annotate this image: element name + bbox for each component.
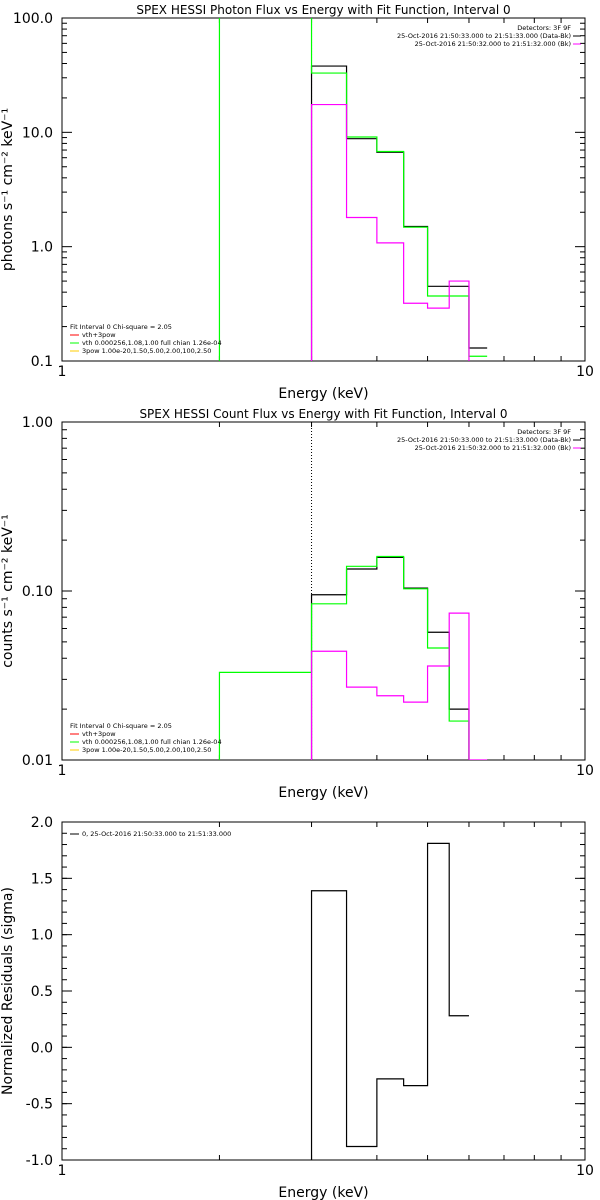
y-tick-label: 0.0 [31,1040,53,1056]
chart-title: SPEX HESSI Count Flux vs Energy with Fit… [139,407,507,421]
legend-entry: 0, 25-Oct-2016 21:50:33.000 to 21:51:33.… [82,830,231,838]
chart-panel-2: 1 10 0.01 0.10 1.00 SPEX HESSI Count Flux vs … [0,407,594,801]
x-axis-title: Energy (keV) [278,785,368,801]
legend-entry: 25-Oct-2016 21:50:33.000 to 21:51:33.000… [397,32,571,40]
legend-entry: vth 0.000256,1.08,1.00 full chian 1.26e-… [82,738,222,746]
y-tick-label: 1.0 [31,240,53,256]
legend-entry: vth+3pow [82,331,116,339]
y-axis-title: counts s⁻¹ cm⁻² keV⁻¹ [0,514,16,668]
chart-title: SPEX HESSI Photon Flux vs Energy with Fi… [136,3,510,17]
series-line [310,612,488,760]
x-tick-label: 1 [58,763,67,779]
chart-panel-3: 1 10 -1.0 -0.5 0.0 0.5 1.0 1.5 2.0 Energy (keV) No… [0,815,594,1200]
series-line [218,18,488,361]
legend-entry: vth+3pow [82,730,116,738]
x-axis-title: Energy (keV) [278,1185,368,1200]
series-group [218,555,488,760]
legend-entry: 3pow 1.00e-20,1.50,5.00,2.00,100,2.50 [82,746,211,754]
series-line [310,842,469,1160]
y-tick-label: -0.5 [26,1097,53,1113]
y-tick-label: 0.1 [31,354,53,370]
y-tick-label: 0.01 [22,753,53,769]
legend-entry: 25-Oct-2016 21:50:33.000 to 21:51:33.000… [397,436,571,444]
y-tick-label: 0.10 [22,584,53,600]
x-tick-label: 10 [576,763,594,779]
plot-frame [61,421,586,761]
legend-entry: Detectors: 3F 9F [517,24,571,32]
x-tick-label: 1 [58,364,67,380]
y-tick-label: 1.5 [31,871,53,887]
legend-entry: vth 0.000256,1.08,1.00 full chian 1.26e-… [82,339,222,347]
x-axis-title: Energy (keV) [278,386,368,402]
legend-entry: Detectors: 3F 9F [517,428,571,436]
legend-entry: Fit Interval 0 Chi-square = 2.05 [70,722,172,730]
series-line [310,556,470,760]
x-tick-label: 1 [58,1163,67,1179]
y-tick-label: -1.0 [26,1153,53,1169]
legend: 0, 25-Oct-2016 21:50:33.000 to 21:51:33.… [70,830,231,838]
plot-frame [61,17,586,362]
y-axis-title: photons s⁻¹ cm⁻² keV⁻¹ [0,108,16,271]
series-group [218,18,488,361]
x-tick-label: 10 [576,364,594,380]
y-tick-label: 0.5 [31,984,53,1000]
legend-entry: 25-Oct-2016 21:50:32.000 to 21:51:32.000… [415,444,571,452]
legend-entry: 3pow 1.00e-20,1.50,5.00,2.00,100,2.50 [82,347,211,355]
y-tick-label: 2.0 [31,815,53,831]
legend-entry: 25-Oct-2016 21:50:32.000 to 21:51:32.000… [415,40,571,48]
y-tick-label: 10.0 [22,125,53,141]
x-tick-label: 10 [576,1163,594,1179]
series-group [310,842,469,1160]
series-line [310,65,488,361]
legend-entry: Fit Interval 0 Chi-square = 2.05 [70,323,172,331]
y-tick-label: 100.0 [13,11,53,27]
y-tick-label: 1.0 [31,928,53,944]
plot-frame [61,821,586,1161]
series-line [310,103,470,361]
chart-panel-1: 1 10 0.1 1.0 10.0 100.0 SPEX HESSI Photon Flux… [0,3,594,402]
series-line [218,555,470,760]
y-axis-title: Normalized Residuals (sigma) [0,887,16,1095]
y-tick-label: 1.00 [22,415,53,431]
